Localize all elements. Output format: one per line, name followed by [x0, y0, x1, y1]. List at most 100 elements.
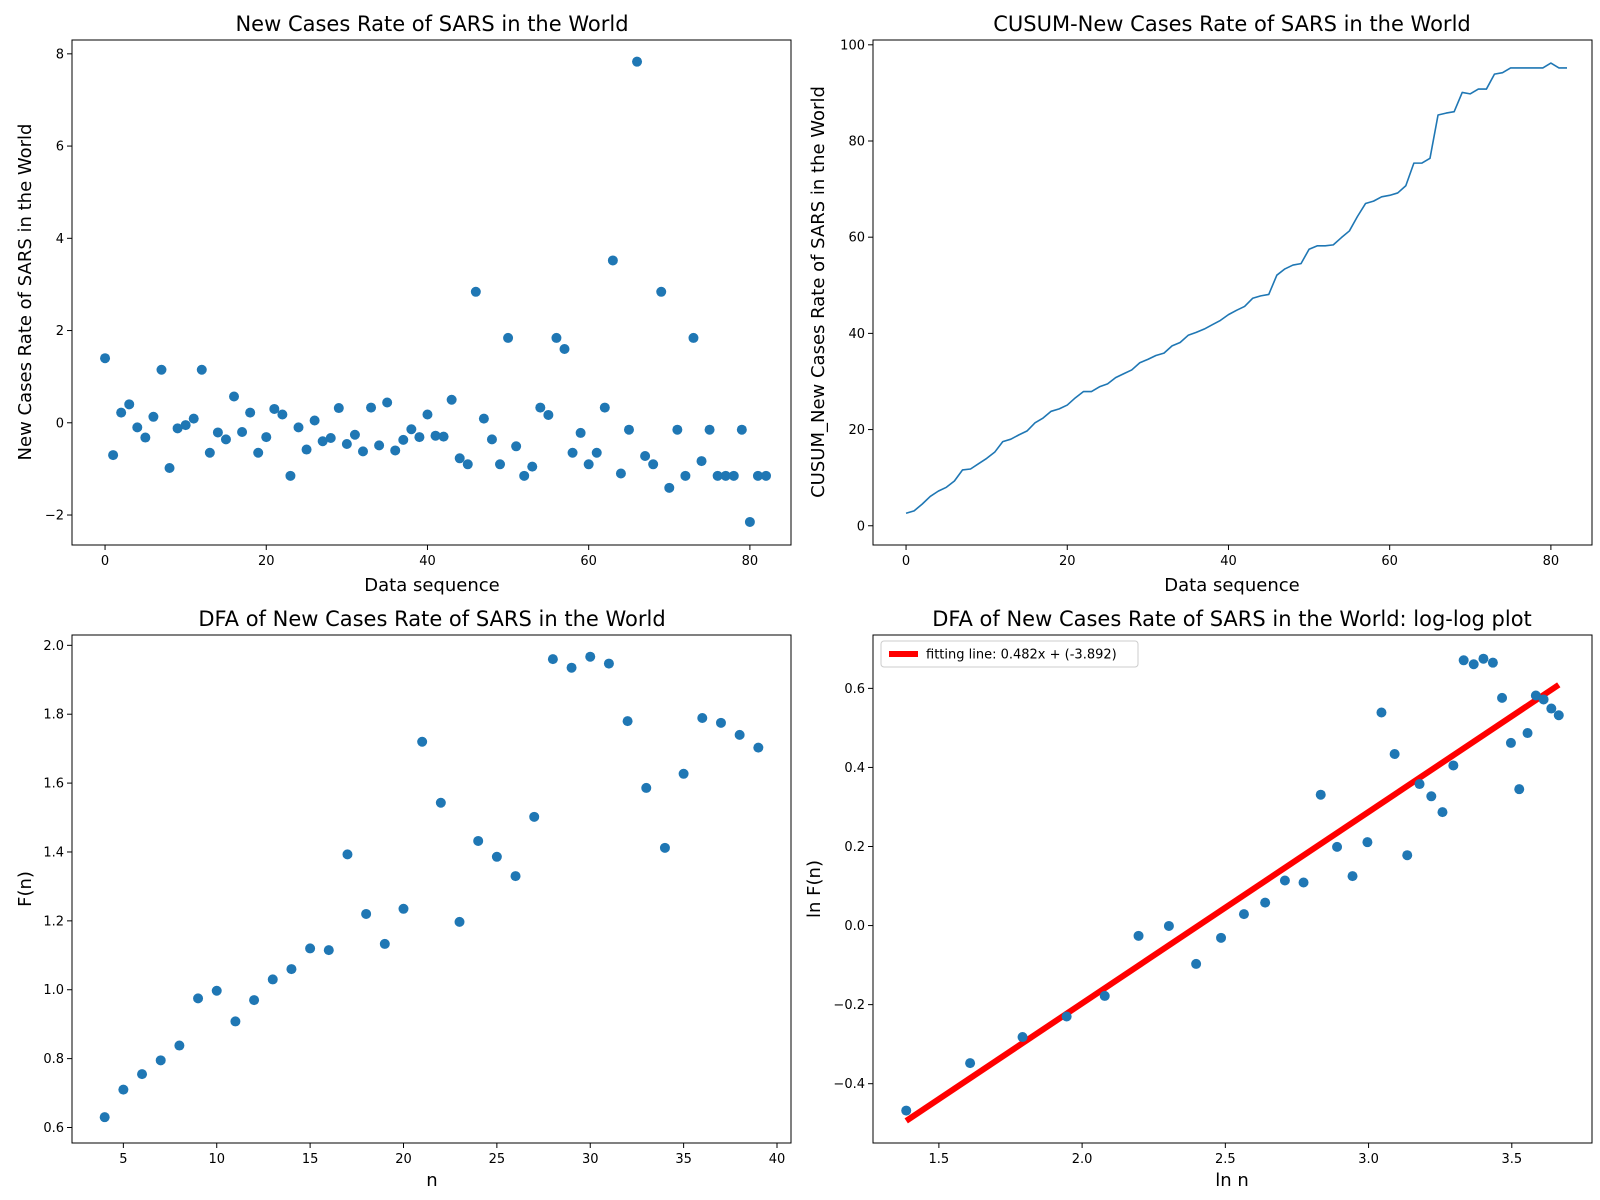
data-point: [527, 461, 538, 472]
data-point: [591, 447, 602, 458]
x-tick-label: 10: [208, 1152, 225, 1167]
data-point: [422, 409, 433, 420]
data-point: [1362, 837, 1373, 848]
x-tick-label: 80: [1543, 554, 1560, 569]
data-point: [1347, 871, 1358, 882]
data-point: [1133, 930, 1144, 941]
data-point: [566, 662, 577, 673]
data-point: [1426, 791, 1437, 802]
y-tick-label: 0: [56, 416, 64, 431]
data-point: [529, 811, 540, 822]
y-tick-label: 0.6: [844, 682, 865, 697]
data-point: [417, 736, 428, 747]
x-tick-label: 3.0: [1358, 1152, 1379, 1167]
data-point: [583, 459, 594, 470]
data-point: [230, 1016, 241, 1027]
data-point: [1216, 932, 1227, 943]
data-point: [1538, 694, 1549, 705]
x-tick-label: 2.5: [1215, 1152, 1236, 1167]
panel-new-cases-scatter: New Cases Rate of SARS in the World 0 20 4…: [15, 12, 792, 596]
y-tick-label: 0.4: [844, 761, 865, 776]
data-point: [438, 431, 449, 442]
x-tick-label: 20: [395, 1152, 412, 1167]
data-point: [1298, 877, 1309, 888]
x-tick-label: 40: [1220, 554, 1237, 569]
plot-frame: [872, 39, 1593, 546]
data-point: [414, 432, 425, 443]
data-point: [1099, 990, 1110, 1001]
panel-cusum-line: CUSUM-New Cases Rate of SARS in the Worl…: [808, 12, 1593, 596]
data-point: [680, 470, 691, 481]
y-tick-label: 0.8: [43, 1052, 64, 1067]
plot-title: New Cases Rate of SARS in the World: [235, 12, 628, 36]
data-point: [1505, 737, 1516, 748]
series-line: [905, 62, 1568, 515]
data-point: [164, 462, 175, 473]
y-tick-label: 0: [857, 519, 865, 534]
y-tick-label: 1.4: [43, 845, 64, 860]
y-tick-label: −2: [45, 509, 64, 524]
data-point: [430, 430, 441, 441]
data-point: [357, 446, 368, 457]
data-point: [575, 427, 586, 438]
data-point: [567, 447, 578, 458]
y-tick-label: 8: [56, 47, 64, 62]
plot-title: CUSUM-New Cases Rate of SARS in the Worl…: [993, 12, 1470, 36]
data-point: [454, 453, 465, 464]
data-point: [406, 424, 417, 435]
data-point: [269, 403, 280, 414]
data-point: [155, 1055, 166, 1066]
data-point: [1389, 748, 1400, 759]
y-tick-label: 0.2: [844, 840, 865, 855]
data-point: [753, 742, 764, 753]
data-point: [664, 482, 675, 493]
x-tick-label: 15: [302, 1152, 319, 1167]
data-point: [473, 835, 484, 846]
x-tick-label: 60: [580, 554, 597, 569]
data-point: [462, 459, 473, 470]
data-point: [193, 993, 204, 1004]
data-point: [379, 938, 390, 949]
data-point: [196, 364, 207, 375]
data-point: [543, 409, 554, 420]
data-point: [640, 450, 651, 461]
data-point: [1163, 920, 1174, 931]
data-point: [1553, 710, 1564, 721]
data-point: [599, 402, 610, 413]
y-tick-label: 2: [56, 324, 64, 339]
data-point: [615, 468, 626, 479]
data-point: [361, 908, 372, 919]
y-tick-label: −0.4: [833, 1077, 865, 1092]
x-tick-label: 35: [675, 1152, 692, 1167]
plot-title: DFA of New Cases Rate of SARS in the Wor…: [932, 607, 1532, 631]
data-point: [1238, 909, 1249, 920]
legend-label: fitting line: 0.482x + (-3.892): [926, 648, 1117, 663]
x-axis-label: Data sequence: [1164, 575, 1299, 596]
data-point: [285, 470, 296, 481]
data-point: [486, 434, 497, 445]
data-point: [519, 470, 530, 481]
data-point: [325, 433, 336, 444]
data-point: [305, 943, 316, 954]
data-point: [1260, 897, 1271, 908]
data-point: [495, 459, 506, 470]
data-point: [342, 849, 353, 860]
data-point: [712, 470, 723, 481]
data-point: [156, 364, 167, 375]
x-tick-label: 0: [101, 554, 109, 569]
data-point: [309, 415, 320, 426]
data-point: [1414, 779, 1425, 790]
y-tick-label: 1.0: [43, 983, 64, 998]
y-tick-label: 80: [848, 135, 865, 150]
data-point: [1332, 841, 1343, 852]
data-point: [1376, 707, 1387, 718]
x-tick-label: 2.0: [1072, 1152, 1093, 1167]
data-point: [551, 332, 562, 343]
data-point: [323, 945, 334, 956]
x-tick-label: 40: [769, 1152, 786, 1167]
data-point: [734, 729, 745, 740]
data-point: [172, 423, 183, 434]
data-point: [180, 420, 191, 431]
data-point: [1522, 728, 1533, 739]
data-point: [188, 413, 199, 424]
